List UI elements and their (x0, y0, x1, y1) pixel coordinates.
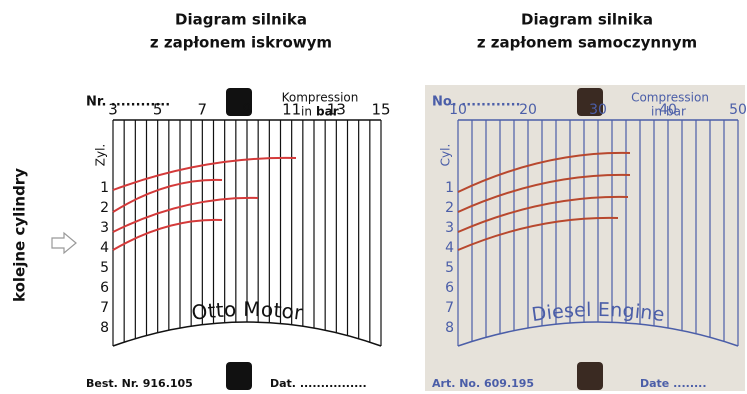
label-block (226, 362, 252, 390)
cylinder-number: 6 (445, 280, 454, 296)
scale-label: 3 (108, 101, 118, 119)
arrow (52, 233, 76, 253)
cylinder-number: 7 (445, 300, 454, 316)
scale-label: 30 (589, 102, 607, 118)
card-diesel (425, 85, 745, 391)
scale-label: 7 (198, 101, 208, 119)
scale-label: 5 (153, 101, 163, 119)
cylinder-number: 3 (445, 220, 454, 236)
scale-label: 40 (659, 102, 677, 118)
cylinder-number: 8 (100, 320, 109, 336)
cylinder-number: 2 (445, 200, 454, 216)
page: Diagram silnika z zapłonem iskrowym Diag… (0, 0, 747, 394)
scale-label: 15 (371, 101, 390, 119)
order-label: Best. Nr. 916.105 (86, 377, 193, 390)
scale-label: 10 (449, 102, 467, 118)
scale-label: 50 (729, 102, 747, 118)
cylinder-number: 2 (100, 200, 109, 216)
cylinder-number: 8 (445, 320, 454, 336)
cylinder-number: 4 (445, 240, 454, 256)
heading: z zapłonem samoczynnym (477, 34, 697, 52)
label-block (577, 362, 603, 390)
order-label: Art. No. 609.195 (432, 377, 534, 390)
side-label: kolejne cylindry (11, 168, 29, 302)
cyl-label: Cyl. (439, 144, 453, 167)
scale-label: 13 (327, 101, 346, 119)
cylinder-number: 6 (100, 280, 109, 296)
cylinder-number: 5 (445, 260, 454, 276)
scale-label: 20 (519, 102, 537, 118)
cylinder-number: 5 (100, 260, 109, 276)
date-label: Dat. ................ (270, 377, 367, 390)
cyl-label: Zyl. (94, 144, 108, 166)
cylinder-number: 1 (100, 180, 109, 196)
scale-label: 11 (282, 101, 301, 119)
cylinder-number: 3 (100, 220, 109, 236)
heading: z zapłonem iskrowym (150, 34, 332, 52)
cylinder-number: 4 (100, 240, 109, 256)
date-label: Date ........ (640, 377, 707, 390)
cylinder-number: 1 (445, 180, 454, 196)
heading: Diagram silnika (175, 11, 307, 29)
scale-label: 9 (242, 101, 252, 119)
card-otto (80, 85, 406, 391)
cylinder-number: 7 (100, 300, 109, 316)
in-label: in (301, 105, 312, 119)
heading: Diagram silnika (521, 11, 653, 29)
number-label: No. ............ (432, 95, 521, 110)
